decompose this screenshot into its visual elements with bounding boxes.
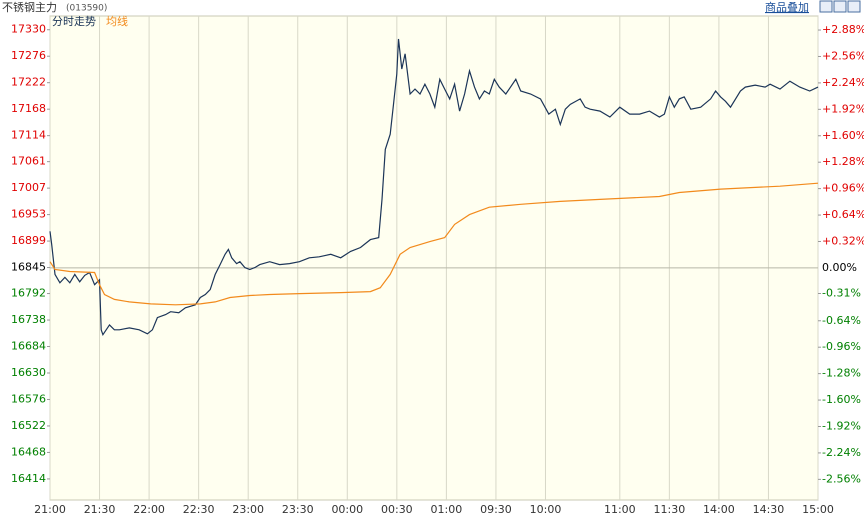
x-tick-label: 10:00 [530, 503, 562, 516]
y-tick-label: 16953 [11, 208, 46, 221]
y-tick-label: 17222 [11, 76, 46, 89]
title: 不锈钢主力 [2, 1, 57, 14]
y-tick-label: 16630 [11, 366, 46, 379]
y-tick-label: 16684 [11, 340, 46, 353]
y-tick-label: 16414 [11, 472, 46, 485]
y2-tick-label: +0.96% [822, 182, 864, 195]
zoom-out-button[interactable] [833, 0, 847, 13]
y2-tick-label: +1.60% [822, 129, 864, 142]
x-tick-label: 21:30 [84, 503, 116, 516]
legend-entry: 分时走势 [52, 15, 96, 28]
y2-tick-label: -0.31% [822, 287, 861, 300]
y2-tick-label: +0.64% [822, 208, 864, 221]
x-tick-label: 21:00 [34, 503, 66, 516]
y2-tick-label: -1.28% [822, 367, 861, 380]
y-tick-label: 16576 [11, 392, 46, 405]
y-tick-label: 17061 [11, 155, 46, 168]
y2-tick-label: 0.00% [822, 261, 857, 274]
x-tick-label: 23:30 [282, 503, 314, 516]
overlay-button[interactable]: 商品叠加 [765, 0, 809, 14]
y-tick-label: 17276 [11, 49, 46, 62]
x-tick-label: 15:00 [802, 503, 834, 516]
x-tick-label: 22:30 [183, 503, 215, 516]
x-tick-label: 22:00 [133, 503, 165, 516]
x-tick-label: 09:30 [480, 503, 512, 516]
y2-tick-label: -2.56% [822, 472, 861, 485]
series-line [49, 38, 819, 337]
y2-tick-label: +2.88% [822, 23, 864, 36]
y-tick-label: 16522 [11, 419, 46, 432]
y2-tick-label: -0.96% [822, 340, 861, 353]
y2-tick-label: -2.24% [822, 446, 861, 459]
y-tick-label: 16738 [11, 313, 46, 326]
y-tick-label: 17114 [11, 129, 46, 142]
x-tick-label: 14:00 [703, 503, 735, 516]
y-tick-label: 17007 [11, 181, 46, 194]
y2-tick-label: -1.60% [822, 393, 861, 406]
y-tick-label: 16899 [11, 234, 46, 247]
x-tick-label: 23:00 [232, 503, 264, 516]
y2-tick-label: +2.24% [822, 76, 864, 89]
zoom-in-button[interactable] [819, 0, 833, 13]
y2-tick-label: -0.64% [822, 314, 861, 327]
y-tick-label: 17330 [11, 23, 46, 36]
y-tick-label: 16468 [11, 445, 46, 458]
x-tick-label: 00:00 [331, 503, 363, 516]
y2-tick-label: +1.92% [822, 102, 864, 115]
y2-tick-label: +1.28% [822, 155, 864, 168]
y2-tick-label: +0.32% [822, 234, 864, 247]
y2-tick-label: -1.92% [822, 419, 861, 432]
y-tick-label: 17168 [11, 102, 46, 115]
y-tick-label: 16845 [11, 261, 46, 274]
reset-button[interactable] [847, 0, 861, 13]
x-tick-label: 14:30 [753, 503, 785, 516]
plot-area [49, 15, 819, 501]
series-line [49, 182, 819, 306]
y-tick-label: 16792 [11, 287, 46, 300]
header-bar [0, 0, 864, 15]
x-tick-label: 01:00 [431, 503, 463, 516]
code: (013590) [66, 4, 107, 14]
x-tick-label: 11:00 [604, 503, 636, 516]
x-tick-label: 11:30 [654, 503, 686, 516]
zoom-buttons [819, 0, 861, 13]
legend-entry: 均线 [106, 14, 128, 28]
y2-tick-label: +2.56% [822, 49, 864, 62]
x-tick-label: 00:30 [381, 503, 413, 516]
